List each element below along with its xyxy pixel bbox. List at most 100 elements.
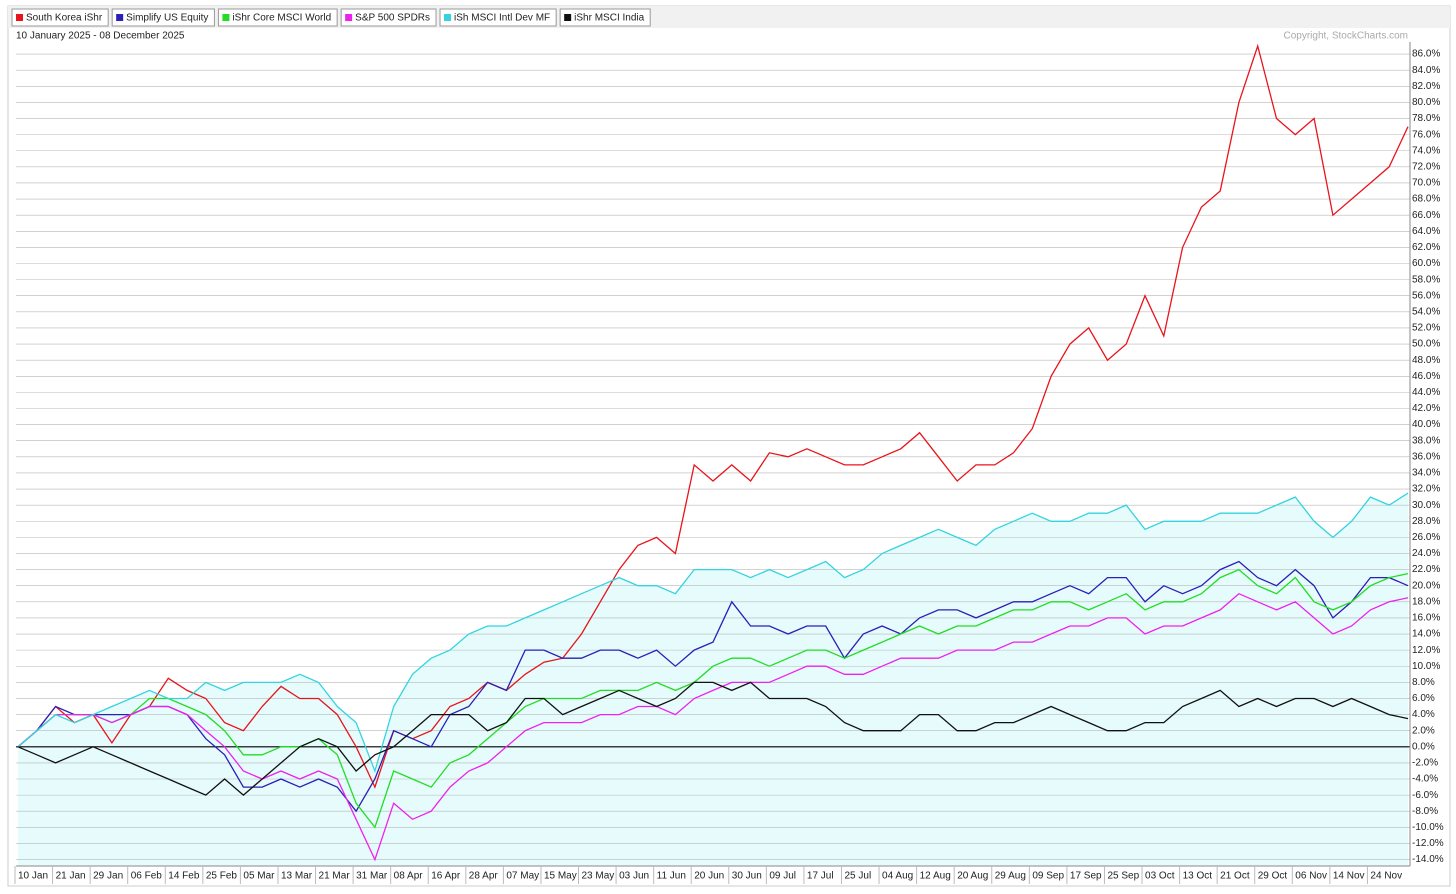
y-tick-label: 78.0% <box>1412 113 1440 124</box>
x-tick-label: 17 Jul <box>807 871 834 882</box>
y-tick-label: 66.0% <box>1412 210 1440 221</box>
series-line <box>17 492 1409 774</box>
legend-box <box>217 8 338 27</box>
x-tick-label: 23 May <box>582 871 615 882</box>
legend-swatch <box>444 14 452 21</box>
y-tick-label: 10.0% <box>1412 661 1440 672</box>
y-tick-label: 44.0% <box>1412 387 1440 398</box>
x-tick-label: 17 Sep <box>1070 871 1102 882</box>
x-tick-label: 12 Aug <box>920 871 951 882</box>
legend-item: S&P 500 SPDRs <box>340 8 437 27</box>
subtitle: 10 January 2025 - 08 December 2025 <box>16 31 185 42</box>
y-tick-label: 60.0% <box>1412 258 1440 269</box>
legend-swatch <box>222 14 230 21</box>
legend-item: Simplify US Equity <box>111 8 215 27</box>
series-line <box>17 592 1409 862</box>
x-tick-label: 10 Jan <box>18 871 48 882</box>
y-tick-label: 48.0% <box>1412 355 1440 366</box>
x-tick-label: 29 Oct <box>1258 871 1288 882</box>
x-tick-label: 06 Feb <box>131 871 163 882</box>
legend-item: South Korea iShr <box>11 8 109 27</box>
x-tick-label: 21 Oct <box>1220 871 1250 882</box>
x-tick-label: 09 Sep <box>1032 871 1064 882</box>
legend-swatch <box>345 14 353 21</box>
legend-label: South Korea iShr <box>26 13 103 24</box>
credit: Copyright, StockCharts.com <box>1284 31 1409 42</box>
y-tick-label: 56.0% <box>1412 290 1440 301</box>
y-tick-label: 82.0% <box>1412 81 1440 92</box>
area-fill <box>18 493 1408 866</box>
x-tick-label: 13 Oct <box>1183 871 1213 882</box>
legend-box <box>559 8 651 27</box>
x-tick-label: 14 Feb <box>168 871 200 882</box>
x-tick-label: 28 Apr <box>469 871 499 882</box>
y-tick-label: 68.0% <box>1412 194 1440 205</box>
x-tick-label: 03 Oct <box>1145 871 1175 882</box>
y-tick-label: 38.0% <box>1412 435 1440 446</box>
y-tick-label: 18.0% <box>1412 596 1440 607</box>
y-tick-label: 22.0% <box>1412 564 1440 575</box>
x-tick-label: 24 Nov <box>1370 871 1402 882</box>
x-tick-label: 20 Aug <box>957 871 988 882</box>
y-tick-label: -12.0% <box>1412 838 1444 849</box>
legend-label: Simplify US Equity <box>126 13 208 24</box>
legend-box <box>439 8 557 27</box>
x-tick-label: 06 Nov <box>1295 871 1327 882</box>
legend-swatch <box>16 14 23 21</box>
y-tick-label: -14.0% <box>1412 854 1444 865</box>
series-line <box>17 568 1409 829</box>
series-line <box>17 43 1409 789</box>
x-tick-label: 25 Sep <box>1107 871 1139 882</box>
y-tick-label: 40.0% <box>1412 419 1440 430</box>
y-tick-label: 34.0% <box>1412 468 1440 479</box>
x-tick-label: 21 Jan <box>56 871 86 882</box>
y-tick-label: 20.0% <box>1412 580 1440 591</box>
x-tick-label: 08 Apr <box>394 871 424 882</box>
legend-item: iShr MSCI India <box>559 8 651 27</box>
y-tick-label: 70.0% <box>1412 178 1440 189</box>
legend-box <box>11 8 109 27</box>
x-tick-label: 25 Feb <box>206 871 238 882</box>
y-tick-label: 8.0% <box>1412 677 1435 688</box>
y-tick-label: 46.0% <box>1412 371 1440 382</box>
x-tick-label: 30 Jun <box>732 871 762 882</box>
legend-box <box>111 8 215 27</box>
y-tick-label: 64.0% <box>1412 226 1440 237</box>
y-tick-label: 32.0% <box>1412 484 1440 495</box>
x-tick-label: 07 May <box>506 871 539 882</box>
y-tick-label: -6.0% <box>1412 790 1438 801</box>
y-tick-label: 58.0% <box>1412 274 1440 285</box>
y-tick-label: 14.0% <box>1412 629 1440 640</box>
y-tick-label: -8.0% <box>1412 806 1438 817</box>
y-tick-label: 86.0% <box>1412 49 1440 60</box>
legend-label: iShr Core MSCI World <box>232 13 331 24</box>
x-tick-label: 05 Mar <box>243 871 275 882</box>
y-tick-label: 36.0% <box>1412 451 1440 462</box>
x-tick-label: 15 May <box>544 871 577 882</box>
y-tick-label: 50.0% <box>1412 339 1440 350</box>
y-tick-label: 30.0% <box>1412 500 1440 511</box>
y-tick-label: 28.0% <box>1412 516 1440 527</box>
y-tick-label: 80.0% <box>1412 97 1440 108</box>
y-tick-label: 12.0% <box>1412 645 1440 656</box>
legend-label: iShr MSCI India <box>574 13 644 24</box>
y-tick-label: -10.0% <box>1412 822 1444 833</box>
legend-item: iSh MSCI Intl Dev MF <box>439 8 557 27</box>
x-tick-label: 20 Jun <box>694 871 724 882</box>
x-tick-label: 13 Mar <box>281 871 313 882</box>
y-tick-label: 74.0% <box>1412 145 1440 156</box>
y-tick-label: 16.0% <box>1412 613 1440 624</box>
y-tick-label: 2.0% <box>1412 725 1435 736</box>
legend-label: S&P 500 SPDRs <box>355 13 430 24</box>
x-tick-label: 21 Mar <box>319 871 351 882</box>
y-tick-label: 6.0% <box>1412 693 1435 704</box>
x-tick-label: 29 Aug <box>995 871 1026 882</box>
series-line <box>17 560 1409 813</box>
x-tick-label: 29 Jan <box>93 871 123 882</box>
y-tick-label: 24.0% <box>1412 548 1440 559</box>
x-tick-label: 03 Jun <box>619 871 649 882</box>
x-tick-label: 04 Aug <box>882 871 913 882</box>
legend-box <box>340 8 437 27</box>
y-tick-label: 4.0% <box>1412 709 1435 720</box>
legend-item: iShr Core MSCI World <box>217 8 338 27</box>
